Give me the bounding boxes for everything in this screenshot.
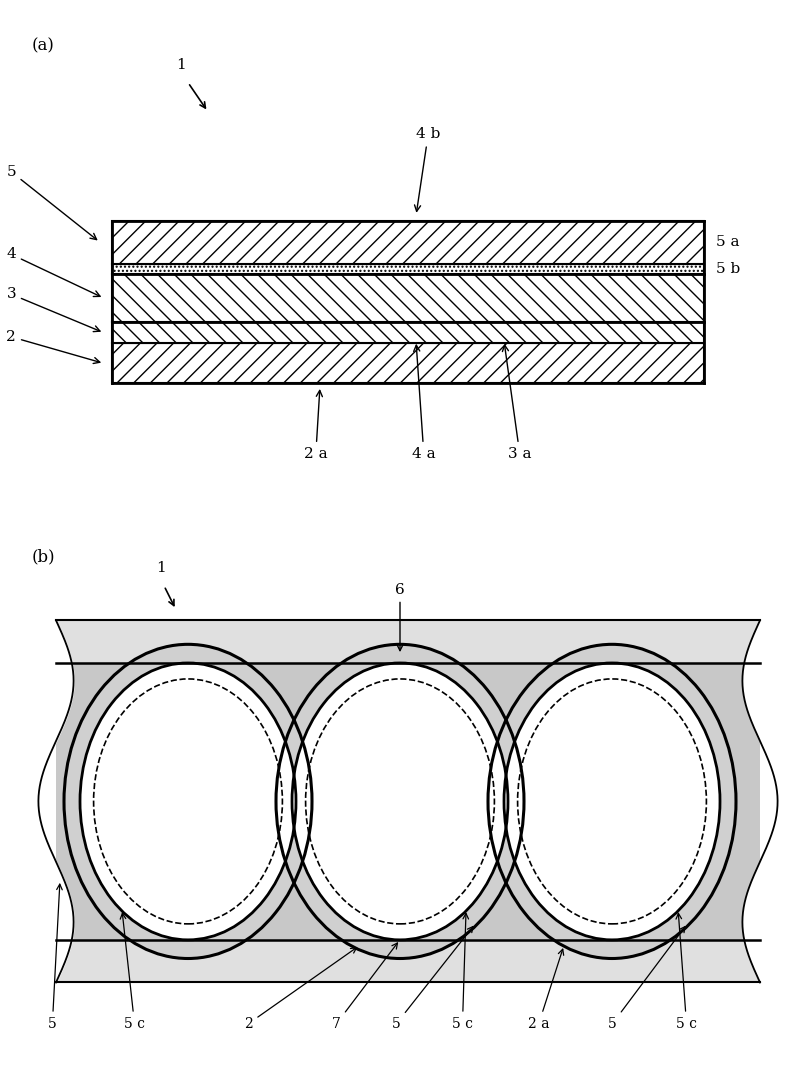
- Bar: [112, 222, 704, 263]
- Text: 5 c: 5 c: [452, 914, 473, 1031]
- Bar: [112, 275, 704, 322]
- Ellipse shape: [320, 695, 480, 907]
- Text: 1: 1: [156, 561, 166, 575]
- Text: 4: 4: [6, 247, 100, 296]
- Text: 3: 3: [6, 288, 100, 331]
- Ellipse shape: [64, 644, 312, 958]
- Text: 5: 5: [392, 927, 473, 1031]
- Bar: [112, 263, 704, 274]
- Ellipse shape: [504, 662, 720, 940]
- Text: 5: 5: [6, 165, 97, 240]
- Text: (a): (a): [32, 37, 55, 54]
- Text: 5 c: 5 c: [120, 914, 145, 1031]
- Ellipse shape: [80, 662, 296, 940]
- Text: 7: 7: [332, 943, 398, 1031]
- Text: 2: 2: [244, 948, 357, 1031]
- Ellipse shape: [532, 695, 692, 907]
- Ellipse shape: [292, 662, 508, 940]
- Text: 5: 5: [48, 884, 62, 1031]
- Text: 5 b: 5 b: [716, 262, 740, 276]
- Text: 6: 6: [395, 583, 405, 651]
- Bar: [112, 343, 704, 383]
- Ellipse shape: [276, 644, 524, 958]
- Text: 1: 1: [176, 59, 186, 72]
- Bar: [56, 620, 760, 982]
- Text: 5 c: 5 c: [676, 914, 697, 1031]
- Text: 3 a: 3 a: [502, 345, 531, 461]
- Text: 2 a: 2 a: [304, 391, 328, 461]
- Bar: [56, 662, 760, 940]
- Ellipse shape: [108, 695, 268, 907]
- Text: 5 a: 5 a: [716, 235, 739, 249]
- Bar: [112, 322, 704, 343]
- Text: 5: 5: [608, 927, 685, 1031]
- Text: 2: 2: [6, 330, 100, 363]
- Text: (b): (b): [32, 548, 56, 566]
- Ellipse shape: [488, 644, 736, 958]
- Text: 2 a: 2 a: [528, 949, 564, 1031]
- Text: 4 a: 4 a: [412, 345, 436, 461]
- Text: 4 b: 4 b: [414, 128, 440, 211]
